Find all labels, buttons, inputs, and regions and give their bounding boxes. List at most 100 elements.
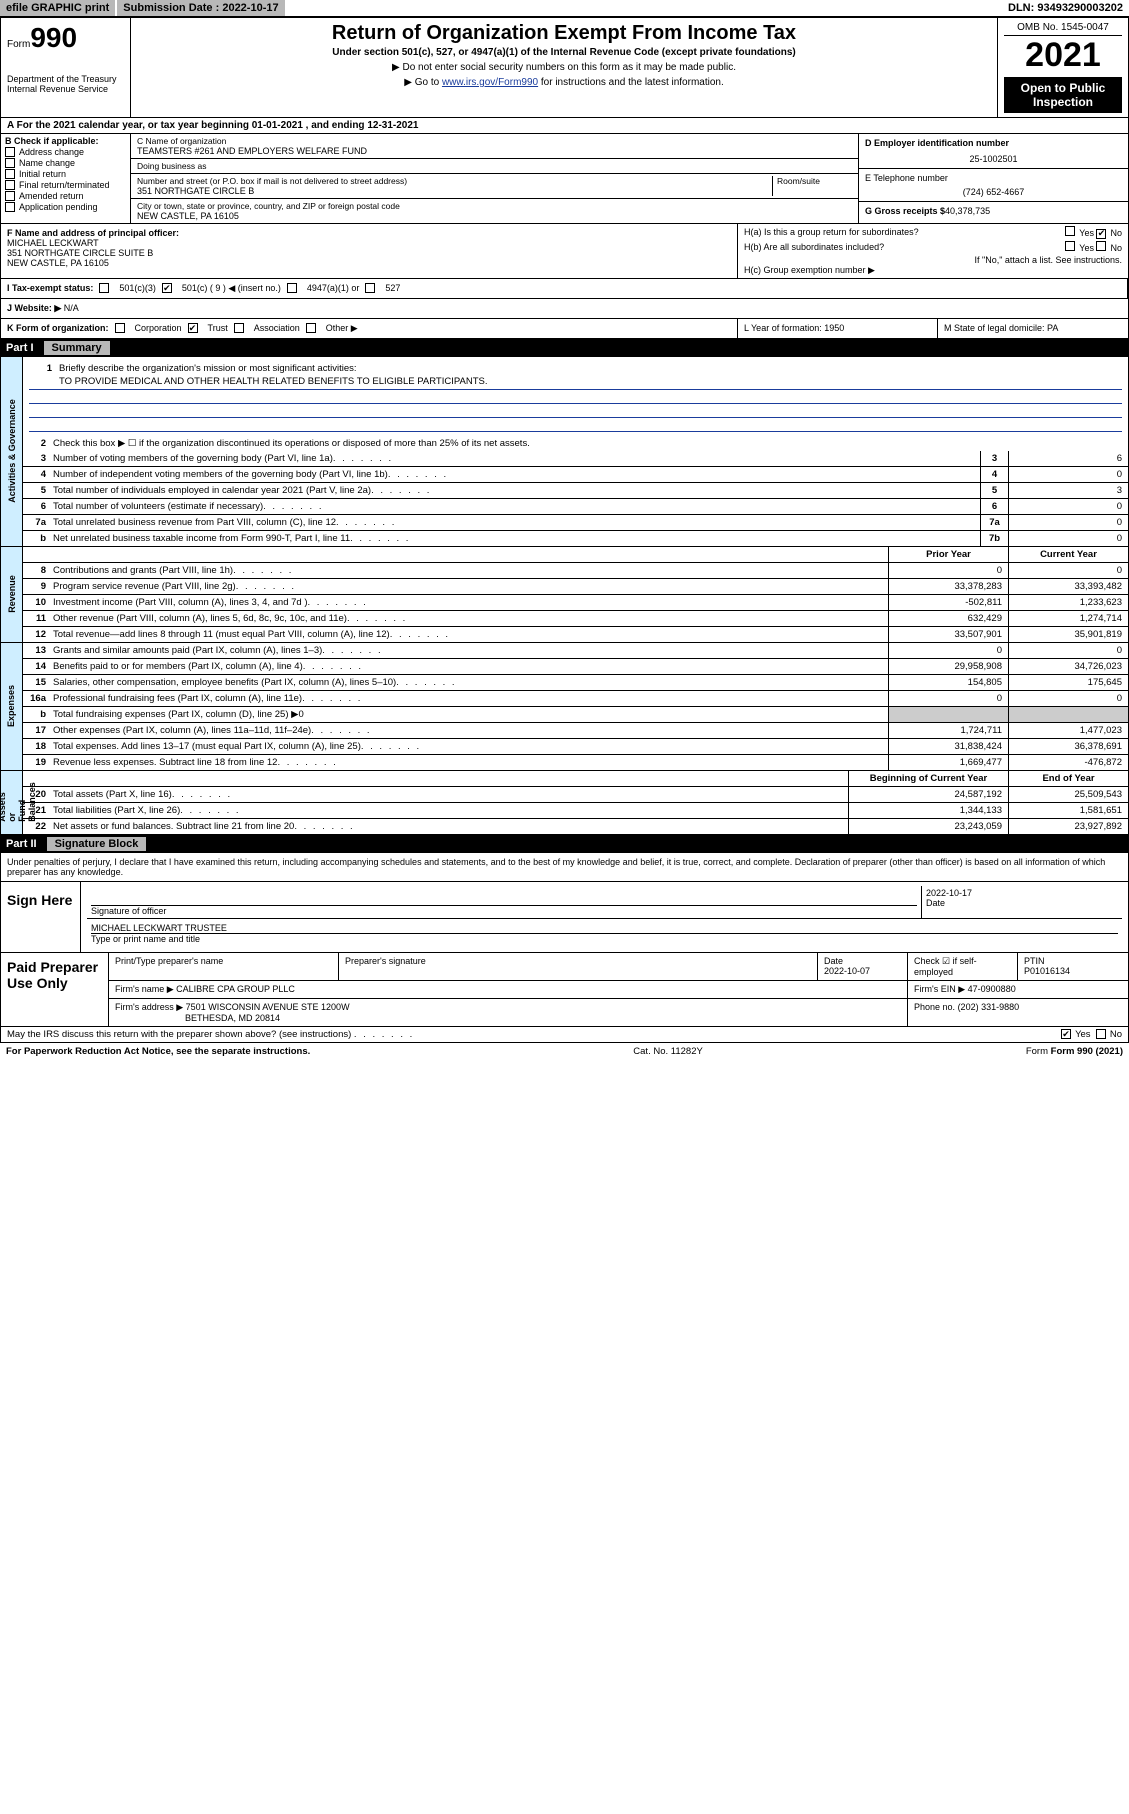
form-number: 990 xyxy=(30,22,77,53)
firm-ein: 47-0900880 xyxy=(968,984,1016,994)
current-value: 35,901,819 xyxy=(1008,627,1128,642)
part2-header: Part II Signature Block xyxy=(0,835,1129,853)
dots-icon xyxy=(302,693,362,704)
col-current: Current Year xyxy=(1008,547,1128,562)
checkbox-icon[interactable] xyxy=(306,323,316,333)
dba-row: Doing business as xyxy=(131,159,858,174)
d-ein-row: D Employer identification number 25-1002… xyxy=(859,134,1128,169)
rev-body: Prior Year Current Year 8 Contributions … xyxy=(23,547,1128,642)
checkbox-icon[interactable] xyxy=(1065,241,1075,251)
m-state: M State of legal domicile: PA xyxy=(938,319,1128,338)
line-value: 0 xyxy=(1008,515,1128,530)
table-row: 20 Total assets (Part X, line 16) 24,587… xyxy=(23,787,1128,803)
gov-body: 1Briefly describe the organization's mis… xyxy=(23,357,1128,546)
dba-label: Doing business as xyxy=(137,161,206,171)
d-ein: 25-1002501 xyxy=(865,154,1122,164)
e-label: E Telephone number xyxy=(865,173,1122,183)
vtab-expenses: Expenses xyxy=(1,643,23,770)
line-value: 3 xyxy=(1008,483,1128,498)
type-name-label: Type or print name and title xyxy=(91,934,1118,944)
irs-link[interactable]: www.irs.gov/Form990 xyxy=(442,77,538,88)
checkbox-icon[interactable] xyxy=(99,283,109,293)
checkbox-icon[interactable] xyxy=(1065,226,1075,236)
line-label: Total liabilities (Part X, line 26) xyxy=(49,803,848,818)
rev-col-header: Prior Year Current Year xyxy=(23,547,1128,563)
table-row: 4 Number of independent voting members o… xyxy=(23,467,1128,483)
checkbox-icon[interactable] xyxy=(5,202,15,212)
box-num: 4 xyxy=(980,467,1008,482)
gov-lines: 3 Number of voting members of the govern… xyxy=(23,451,1128,546)
omb-number: OMB No. 1545-0047 xyxy=(1004,22,1122,36)
vtab-label: Activities & Governance xyxy=(7,399,17,503)
prior-value: 0 xyxy=(888,643,1008,658)
row-a-text: A For the 2021 calendar year, or tax yea… xyxy=(7,120,418,131)
b-header: B Check if applicable: xyxy=(5,136,126,146)
checkbox-icon[interactable] xyxy=(287,283,297,293)
header-right: OMB No. 1545-0047 2021 Open to Public In… xyxy=(998,18,1128,117)
no-label: No xyxy=(1110,228,1122,238)
dots-icon xyxy=(308,597,368,608)
line-label: Total unrelated business revenue from Pa… xyxy=(49,515,980,530)
sig-officer-label: Signature of officer xyxy=(91,906,917,916)
block-klm: K Form of organization: Corporation ✔Tru… xyxy=(0,319,1129,339)
firm-name-row: Firm's name ▶ CALIBRE CPA GROUP PLLC Fir… xyxy=(109,981,1128,999)
discuss-text: May the IRS discuss this return with the… xyxy=(7,1029,1061,1040)
line-label: Total fundraising expenses (Part IX, col… xyxy=(49,707,888,722)
officer-name-line: MICHAEL LECKWART TRUSTEE Type or print n… xyxy=(87,921,1122,946)
line-label: Total expenses. Add lines 13–17 (must eq… xyxy=(49,739,888,754)
prior-value: 31,838,424 xyxy=(888,739,1008,754)
sign-here-block: Sign Here Signature of officer 2022-10-1… xyxy=(0,882,1129,953)
city-label: City or town, state or province, country… xyxy=(137,201,852,211)
checkbox-icon[interactable]: ✔ xyxy=(1061,1029,1071,1039)
prior-value: 23,243,059 xyxy=(848,819,1008,834)
k-form-org: K Form of organization: Corporation ✔Tru… xyxy=(1,319,738,338)
form-title: Return of Organization Exempt From Incom… xyxy=(137,22,991,45)
officer-name: MICHAEL LECKWART TRUSTEE xyxy=(91,923,1118,934)
checkbox-icon[interactable] xyxy=(1096,241,1106,251)
checkbox-icon[interactable]: ✔ xyxy=(162,283,172,293)
checkbox-icon[interactable] xyxy=(234,323,244,333)
discuss-q: May the IRS discuss this return with the… xyxy=(7,1029,351,1040)
line-num: 16a xyxy=(23,691,49,706)
checkbox-icon[interactable]: ✔ xyxy=(188,323,198,333)
table-row: 9 Program service revenue (Part VIII, li… xyxy=(23,579,1128,595)
current-value: 36,378,691 xyxy=(1008,739,1128,754)
line-num: 1 xyxy=(29,361,55,376)
line-value: 6 xyxy=(1008,451,1128,466)
mission-blank xyxy=(29,418,1122,432)
line-label: Investment income (Part VIII, column (A)… xyxy=(49,595,888,610)
table-row: 19 Revenue less expenses. Subtract line … xyxy=(23,755,1128,770)
line-num: 17 xyxy=(23,723,49,738)
checkbox-icon[interactable] xyxy=(1096,1029,1106,1039)
efile-badge[interactable]: efile GRAPHIC print xyxy=(0,0,115,16)
checkbox-icon[interactable] xyxy=(115,323,125,333)
checkbox-icon[interactable] xyxy=(365,283,375,293)
table-row: 16a Professional fundraising fees (Part … xyxy=(23,691,1128,707)
checkbox-icon[interactable] xyxy=(5,158,15,168)
room-label: Room/suite xyxy=(772,176,852,196)
subtitle-1: Under section 501(c), 527, or 4947(a)(1)… xyxy=(137,47,991,58)
form-word: Form xyxy=(7,39,30,50)
blank xyxy=(49,547,888,562)
table-row: 21 Total liabilities (Part X, line 26) 1… xyxy=(23,803,1128,819)
current-value: 0 xyxy=(1008,691,1128,706)
dots-icon xyxy=(294,821,354,832)
d-label: D Employer identification number xyxy=(865,138,1122,148)
checkbox-icon[interactable] xyxy=(5,191,15,201)
checkbox-icon[interactable] xyxy=(5,169,15,179)
f-addr1: 351 NORTHGATE CIRCLE SUITE B xyxy=(7,248,731,258)
ha-text: H(a) Is this a group return for subordin… xyxy=(744,227,919,237)
mission-blank xyxy=(29,390,1122,404)
line-label: Total revenue—add lines 8 through 11 (mu… xyxy=(49,627,888,642)
prior-value xyxy=(888,707,1008,722)
line-num: 12 xyxy=(23,627,49,642)
checkbox-icon[interactable]: ✔ xyxy=(1096,229,1106,239)
table-row: b Total fundraising expenses (Part IX, c… xyxy=(23,707,1128,723)
q1-label: Briefly describe the organization's miss… xyxy=(55,361,1122,376)
line-label: Salaries, other compensation, employee b… xyxy=(49,675,888,690)
checkbox-icon[interactable] xyxy=(5,147,15,157)
line-num: 4 xyxy=(23,467,49,482)
checkbox-icon[interactable] xyxy=(5,180,15,190)
prep-name-lbl: Print/Type preparer's name xyxy=(109,953,339,980)
sig-field[interactable] xyxy=(91,888,917,906)
